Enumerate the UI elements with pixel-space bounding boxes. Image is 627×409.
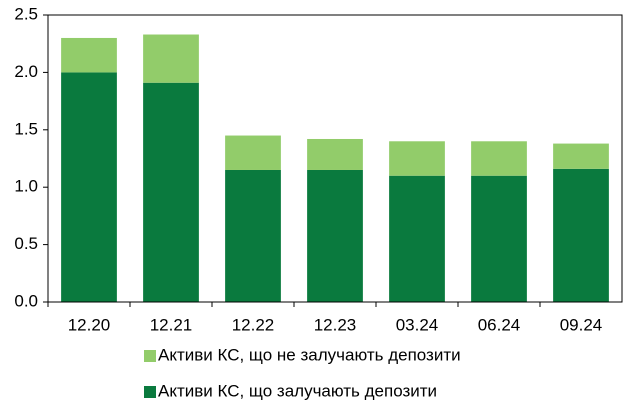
y-tick-label: 1.5 (14, 119, 38, 138)
bar-segment (61, 37, 117, 73)
x-tick-label: 09.24 (560, 315, 603, 334)
bar-segment (307, 138, 363, 170)
legend-label: Активи КС, що не залучають депозити (158, 345, 461, 364)
bar-segment (225, 169, 281, 302)
x-tick-label: 12.20 (68, 315, 111, 334)
x-tick-label: 12.22 (232, 315, 275, 334)
x-tick-label: 03.24 (396, 315, 439, 334)
bar-segment (471, 175, 527, 302)
y-tick-label: 0.5 (14, 234, 38, 253)
y-tick-label: 2.0 (14, 62, 38, 81)
x-tick-label: 12.23 (314, 315, 357, 334)
x-tick-label: 06.24 (478, 315, 521, 334)
legend-label: Активи КС, що залучають депозити (158, 381, 437, 400)
bar-segment (389, 175, 445, 302)
bar-segment (61, 72, 117, 303)
bar-segment (553, 168, 609, 302)
legend-swatch (144, 386, 156, 398)
bar-segment (307, 169, 363, 302)
bar-segment (471, 141, 527, 176)
legend-swatch (144, 350, 156, 362)
bar-segment (553, 143, 609, 169)
bar-segment (143, 34, 199, 83)
bar-segment (389, 141, 445, 176)
y-tick-label: 1.0 (14, 177, 38, 196)
bar-segment (143, 82, 199, 303)
y-tick-label: 0.0 (14, 291, 38, 310)
x-tick-label: 12.21 (150, 315, 193, 334)
y-tick-label: 2.5 (14, 4, 38, 23)
bar-segment (225, 135, 281, 170)
